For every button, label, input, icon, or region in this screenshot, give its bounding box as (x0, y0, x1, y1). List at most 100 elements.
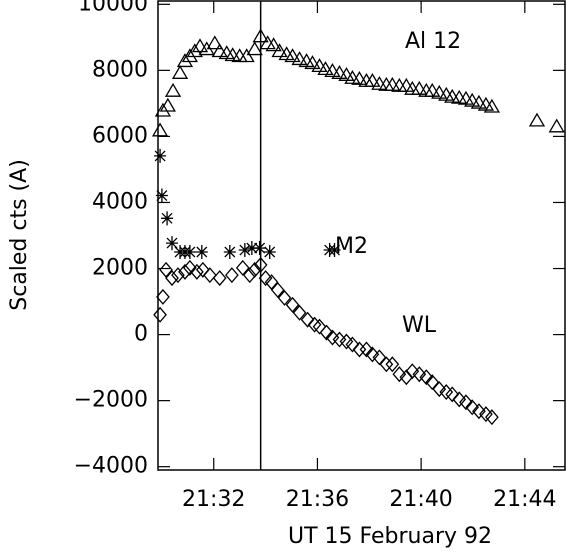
y-tick-label: 2000 (92, 256, 148, 281)
point (159, 261, 173, 278)
point (470, 94, 488, 109)
point (242, 267, 257, 284)
y-tick-label: 8000 (92, 57, 148, 82)
point (195, 245, 208, 260)
point (212, 270, 227, 287)
point (431, 84, 448, 99)
point (181, 48, 199, 63)
x-tick-label: 21:36 (286, 487, 349, 512)
y-tick-label: 4000 (92, 189, 148, 214)
point (472, 403, 486, 420)
y-tick-label: −2000 (74, 388, 148, 413)
point (399, 369, 414, 386)
point (271, 43, 288, 58)
point (352, 341, 367, 358)
point (364, 72, 381, 87)
point (155, 188, 168, 203)
point (211, 43, 228, 58)
point (419, 369, 434, 386)
point (259, 35, 276, 50)
point (191, 38, 209, 53)
point (328, 243, 341, 258)
x-axis-label: UT 15 February 92 (288, 524, 492, 549)
point (307, 316, 322, 333)
point (202, 267, 217, 284)
point (345, 336, 360, 353)
point (411, 80, 428, 95)
point (312, 318, 327, 335)
plot-frame (157, 0, 566, 471)
point (161, 211, 174, 226)
y-axis-label: Scaled cts (A) (7, 159, 32, 311)
point (432, 381, 447, 398)
point (171, 65, 189, 79)
point (238, 48, 255, 63)
point (164, 82, 182, 97)
x-tick-label: 21:32 (182, 487, 245, 512)
point (223, 245, 236, 260)
point (225, 267, 239, 284)
point (245, 241, 258, 256)
x-tick-label: 21:40 (389, 487, 452, 512)
point (235, 259, 250, 276)
point (372, 349, 387, 366)
point (252, 28, 269, 43)
point (445, 386, 460, 403)
point (178, 263, 192, 280)
point (154, 148, 167, 163)
point (246, 41, 263, 56)
point (351, 70, 368, 85)
point (171, 267, 185, 284)
point (151, 122, 169, 137)
point (424, 82, 441, 97)
point (412, 366, 427, 383)
point (156, 288, 170, 305)
point (300, 311, 315, 328)
y-tick-label: −4000 (74, 454, 148, 479)
point (483, 98, 501, 113)
series-label: M2 (335, 234, 368, 259)
point (154, 102, 172, 117)
point (319, 324, 334, 341)
y-tick-label: 6000 (92, 123, 148, 148)
point (425, 374, 440, 391)
point (485, 409, 499, 426)
point (176, 53, 194, 68)
point (277, 289, 292, 306)
point (324, 63, 341, 77)
point (465, 399, 480, 416)
point (317, 61, 334, 76)
point (258, 270, 273, 287)
point (365, 346, 380, 363)
y-tick-label: 10000 (78, 0, 148, 16)
point (165, 236, 178, 251)
point (183, 259, 197, 276)
point (263, 245, 276, 260)
point (247, 261, 262, 278)
point (379, 356, 394, 373)
point (253, 256, 268, 273)
point (548, 118, 565, 133)
point (186, 43, 203, 58)
point (304, 55, 321, 70)
point (165, 270, 179, 287)
point (459, 394, 473, 411)
point (285, 296, 300, 313)
point (270, 281, 285, 298)
point (153, 306, 167, 323)
series-label: WL (402, 313, 437, 338)
point (528, 112, 546, 127)
point (392, 366, 407, 383)
point (291, 51, 308, 66)
point (331, 65, 348, 79)
y-tick-label: 0 (134, 322, 148, 347)
series-label: Al 12 (405, 29, 461, 54)
point (292, 304, 307, 321)
point (359, 341, 374, 358)
x-tick-label: 21:44 (493, 487, 556, 512)
point (159, 97, 176, 112)
point (265, 37, 282, 52)
point (405, 363, 420, 380)
point (464, 92, 481, 107)
